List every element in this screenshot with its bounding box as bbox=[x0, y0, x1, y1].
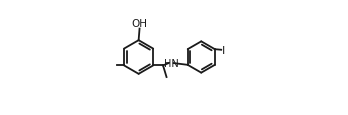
Text: OH: OH bbox=[132, 19, 148, 28]
Text: I: I bbox=[222, 45, 226, 55]
Text: HN: HN bbox=[164, 58, 179, 68]
